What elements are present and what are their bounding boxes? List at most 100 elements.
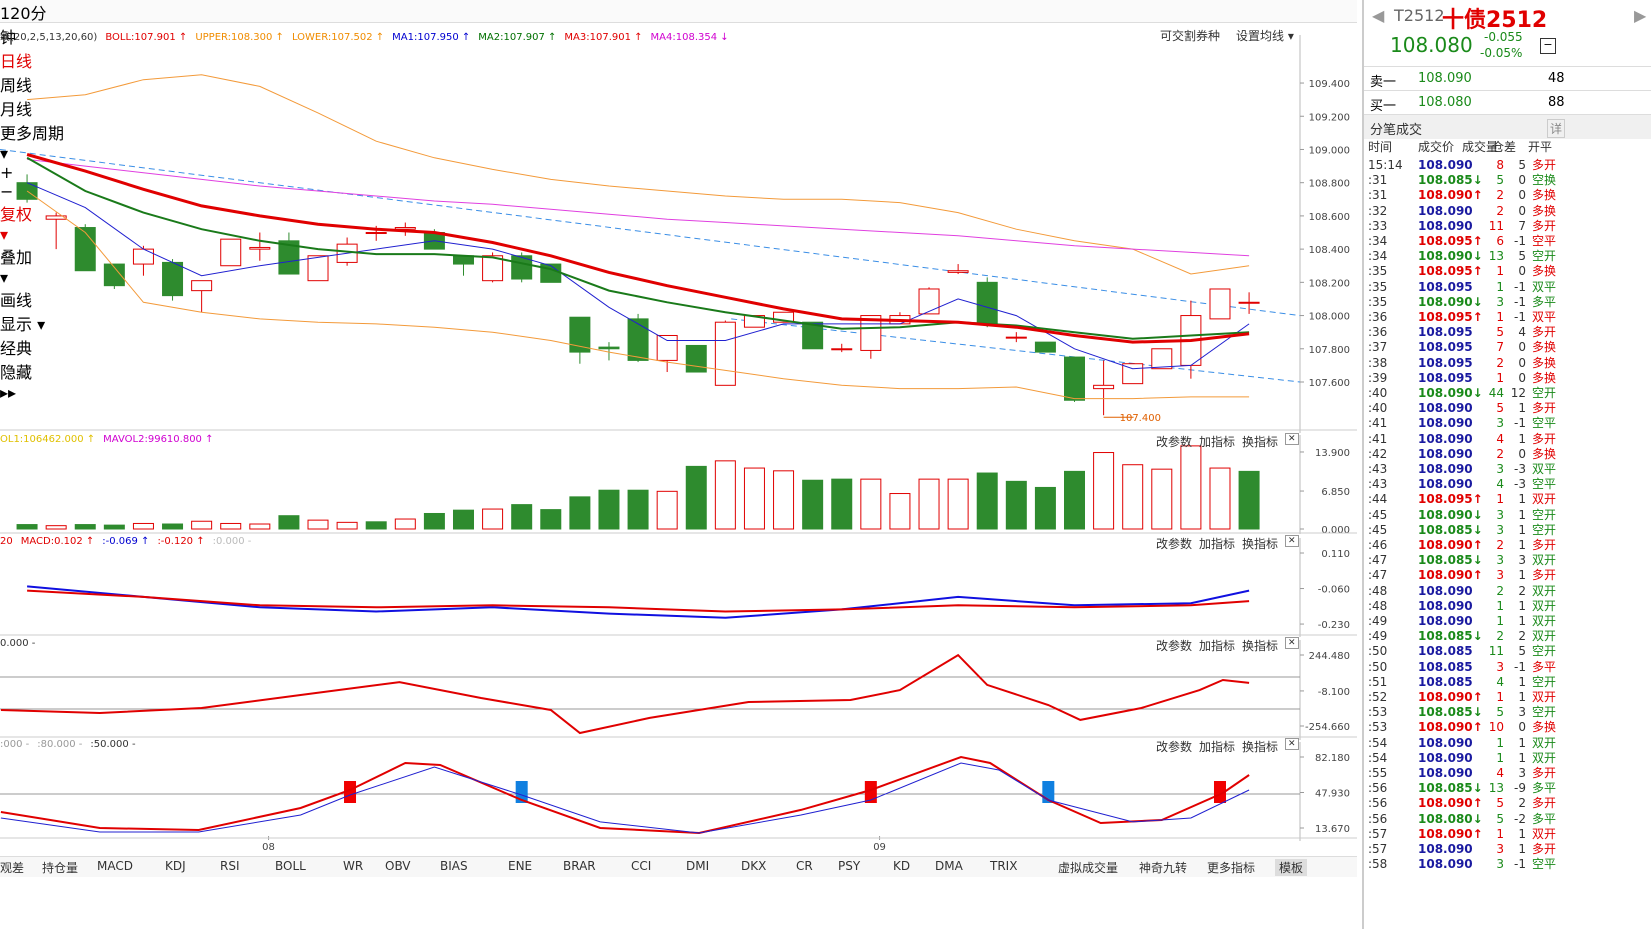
- tab[interactable]: DKX: [741, 859, 767, 873]
- panel-button[interactable]: 加指标: [1199, 639, 1236, 653]
- trade-cell: :41: [1368, 431, 1388, 446]
- tab[interactable]: 观差: [0, 861, 25, 875]
- tab[interactable]: BOLL: [275, 859, 306, 873]
- trade-cell: 多开: [1532, 842, 1557, 856]
- tab[interactable]: CR: [796, 859, 813, 873]
- trade-cell: :45: [1368, 522, 1388, 537]
- panel-button[interactable]: 改参数: [1156, 435, 1193, 449]
- trade-cell: 108.090↑: [1418, 720, 1483, 735]
- volume-bar: [773, 470, 795, 530]
- tab[interactable]: CCI: [631, 859, 652, 873]
- panel-button[interactable]: 换指标: [1242, 639, 1279, 653]
- tab[interactable]: 更多指标: [1207, 861, 1256, 875]
- toolbar-button[interactable]: +: [0, 163, 14, 182]
- trade-cell: :34: [1368, 249, 1388, 264]
- trade-cell: 2: [1496, 188, 1504, 203]
- trade-cell: 3: [1496, 416, 1504, 431]
- tab[interactable]: MACD: [97, 859, 133, 873]
- tab[interactable]: 模板: [1275, 859, 1308, 876]
- tab[interactable]: PSY: [838, 859, 861, 873]
- toolbar-button[interactable]: 月线: [0, 100, 33, 119]
- trade-cell: 108.085: [1418, 659, 1473, 674]
- volume-bar: [16, 524, 38, 530]
- toolbar-button[interactable]: 周线: [0, 76, 33, 95]
- trade-cell: 3: [1518, 705, 1526, 720]
- trade-cell: 108.090↑: [1418, 188, 1483, 203]
- header-link[interactable]: 设置均线 ▾: [1236, 29, 1294, 43]
- y-tick-label: 109.400: [1309, 79, 1350, 90]
- trade-cell: 3: [1496, 568, 1504, 583]
- volume-bar: [627, 489, 649, 530]
- panel-button[interactable]: 换指标: [1242, 740, 1279, 754]
- tab[interactable]: BRAR: [563, 859, 596, 873]
- trades-table: 时间 成交价 成交量 仓差 开平 15:14 108.090 8 5 多开:31 108.085↓ 5…: [1364, 140, 1651, 929]
- tab[interactable]: 持仓量: [42, 861, 79, 875]
- tab[interactable]: WR: [343, 859, 364, 873]
- tab[interactable]: OBV: [385, 859, 411, 873]
- tab[interactable]: 神奇九转: [1139, 861, 1188, 875]
- volume-bar: [569, 496, 591, 530]
- trade-cell: :41: [1368, 416, 1388, 431]
- indicator-value: LOWER:107.502 ↑: [291, 32, 385, 43]
- trade-cell: 双开: [1532, 629, 1557, 644]
- trade-cell: :31: [1368, 188, 1388, 203]
- tab[interactable]: 虚拟成交量: [1058, 861, 1119, 875]
- toolbar-button[interactable]: 120分钟: [0, 4, 47, 47]
- trade-cell: 1: [1518, 842, 1526, 856]
- toolbar-button[interactable]: 日线: [0, 48, 44, 72]
- sell-price: 108.090: [1418, 71, 1472, 86]
- indicator-value: MA3:107.901 ↑: [564, 32, 643, 43]
- tab[interactable]: TRIX: [990, 859, 1018, 873]
- indicator-value: MACD:0.102 ↑: [20, 536, 95, 547]
- panel-button[interactable]: 改参数: [1156, 537, 1193, 551]
- y-tick-label: 108.800: [1309, 179, 1350, 190]
- toolbar-button[interactable]: 画线: [0, 291, 33, 310]
- detail-btn[interactable]: 详: [1547, 119, 1566, 138]
- trade-cell: 108.090↑: [1418, 690, 1483, 704]
- y-tick-label: -0.060: [1318, 585, 1350, 596]
- tab[interactable]: KDJ: [165, 859, 186, 873]
- tab[interactable]: DMA: [935, 859, 963, 873]
- trade-cell: 108.090: [1418, 598, 1473, 613]
- panel-button[interactable]: 换指标: [1242, 537, 1279, 551]
- toolbar-button[interactable]: 经典: [0, 339, 33, 358]
- trade-cell: 双开: [1532, 598, 1557, 613]
- trade-cell: 双开: [1532, 614, 1557, 628]
- collapse[interactable]: −: [1540, 38, 1556, 54]
- panel-button[interactable]: 换指标: [1242, 435, 1279, 449]
- trade-cell: 4: [1496, 477, 1504, 492]
- trade-cell: 双开: [1532, 826, 1557, 841]
- trade-cell: 2: [1496, 583, 1504, 598]
- panel-button[interactable]: 加指标: [1199, 740, 1236, 754]
- toolbar-button[interactable]: 叠加 ▾: [0, 248, 33, 287]
- toolbar-button[interactable]: 显示 ▾: [0, 315, 46, 334]
- trade-cell: 5: [1496, 401, 1504, 416]
- tab[interactable]: RSI: [220, 859, 240, 873]
- panel-button[interactable]: ✕: [1285, 637, 1299, 649]
- panel-button[interactable]: 改参数: [1156, 639, 1193, 653]
- nav-arrow[interactable]: ◀: [1372, 6, 1385, 25]
- tab[interactable]: KD: [893, 859, 911, 873]
- panel-button[interactable]: ✕: [1285, 433, 1299, 445]
- trade-cell: :39: [1368, 370, 1388, 385]
- toolbar-button[interactable]: 更多周期 ▾: [0, 124, 65, 163]
- trade-cell: 1: [1518, 690, 1526, 704]
- trade-cell: 108.090: [1418, 766, 1473, 780]
- toolbar-button[interactable]: 复权 ▾: [0, 205, 33, 244]
- panel-button[interactable]: ✕: [1285, 738, 1299, 750]
- nav-arrow[interactable]: ▶: [1634, 6, 1647, 25]
- tab[interactable]: ENE: [508, 859, 533, 873]
- tab[interactable]: BIAS: [440, 859, 468, 873]
- trade-cell: 5: [1496, 325, 1504, 340]
- toolbar-button[interactable]: −: [0, 182, 14, 201]
- panel-button[interactable]: 改参数: [1156, 740, 1193, 754]
- trade-cell: :33: [1368, 218, 1388, 233]
- toolbar-button[interactable]: 隐藏 ▸▸: [0, 363, 33, 402]
- panel-button[interactable]: 加指标: [1199, 435, 1236, 449]
- header-link[interactable]: 可交割券种: [1160, 29, 1221, 43]
- panel-button[interactable]: 加指标: [1199, 537, 1236, 551]
- tab[interactable]: DMI: [686, 859, 710, 873]
- signal: [864, 781, 877, 803]
- candle-body: [598, 346, 620, 350]
- panel-button[interactable]: ✕: [1285, 535, 1299, 547]
